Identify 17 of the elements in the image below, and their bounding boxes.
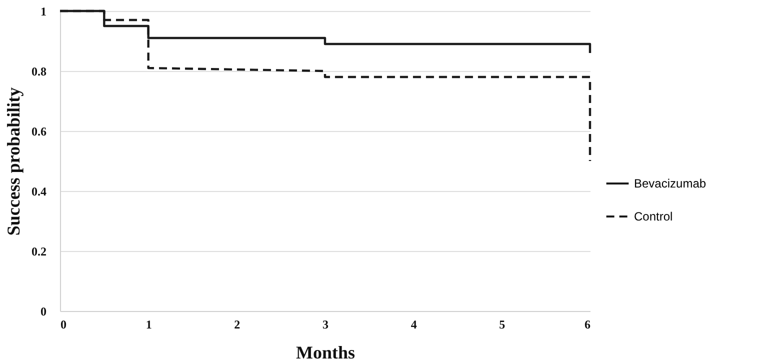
x-tick-label: 0 [60,318,66,332]
x-tick-label: 6 [584,318,590,332]
y-axis-title: Success probability [4,87,24,236]
y-tick-label: 1 [40,4,46,18]
x-tick-label: 2 [234,318,240,332]
legend-label: Control [634,210,673,224]
y-tick-label: 0.2 [32,244,46,258]
x-tick-label: 4 [410,318,417,332]
x-tick-label: 1 [146,318,152,332]
x-axis-title: Months [296,342,356,362]
y-tick-label: 0.4 [32,184,46,198]
x-tick-label: 5 [499,318,506,332]
y-tick-label: 0 [40,304,46,318]
legend-label: Bevacizumab [634,176,706,190]
x-tick-label: 3 [322,318,328,332]
y-tick-label: 0.8 [32,64,46,78]
y-tick-label: 0.6 [32,124,46,138]
